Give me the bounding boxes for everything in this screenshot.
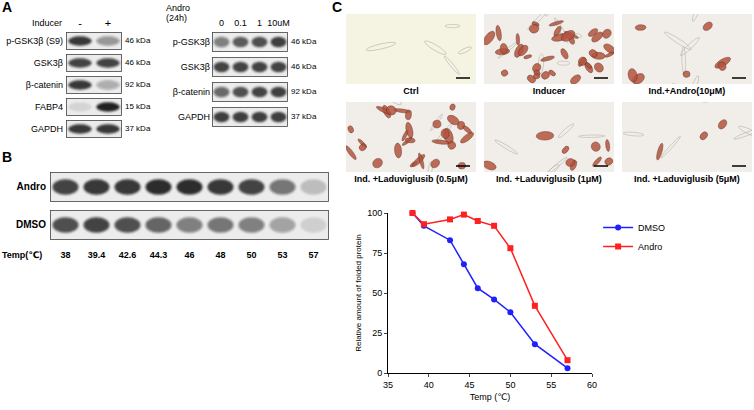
svg-text:35: 35: [383, 380, 393, 390]
html-text:46 kDa: 46 kDa: [291, 37, 317, 46]
html-text:Ind. +Laduviglusib (1μM): Ind. +Laduviglusib (1μM): [496, 174, 602, 184]
svg-text:100: 100: [367, 208, 382, 218]
html-text:Ctrl: Ctrl: [403, 86, 419, 96]
html-text:44.3: 44.3: [149, 250, 168, 260]
html-text:0.1: 0.1: [234, 18, 247, 28]
html-text:46 kDa: 46 kDa: [291, 62, 317, 71]
svg-text:25: 25: [372, 328, 382, 338]
html-text:57: 57: [308, 250, 319, 260]
html-text:DMSO: DMSO: [16, 219, 46, 230]
html-text:1: 1: [257, 18, 262, 28]
html-text:β-catenin: β-catenin: [172, 87, 210, 97]
html-text:42.6: 42.6: [118, 250, 137, 260]
svg-text:55: 55: [546, 380, 556, 390]
html-text:Ind. +Laduviglusib (0.5μM): Ind. +Laduviglusib (0.5μM): [354, 174, 468, 184]
html-text:48: 48: [215, 250, 226, 260]
svg-text:50: 50: [505, 380, 515, 390]
html-text:92 kDa: 92 kDa: [125, 80, 151, 89]
html-text:0: 0: [219, 18, 224, 28]
html-text:Inducer: Inducer: [32, 18, 62, 28]
html-text:GAPDH: GAPDH: [31, 124, 63, 134]
html-text:Andro (24h): Andro (24h): [166, 3, 190, 23]
html-text:53: 53: [277, 250, 288, 260]
html-text:50: 50: [246, 250, 257, 260]
html-text:GSK3β: GSK3β: [180, 62, 210, 72]
html-text:A: A: [2, 0, 13, 15]
svg-text:DMSO: DMSO: [638, 223, 665, 233]
html-text:GSK3β: GSK3β: [33, 58, 63, 68]
html-text:Inducer: Inducer: [532, 86, 566, 96]
html-text:Ind.+Andro(10μM): Ind.+Andro(10μM): [648, 86, 726, 96]
svg-text:0: 0: [377, 368, 382, 378]
html-text:39.4: 39.4: [87, 250, 106, 260]
html-text:37 kDa: 37 kDa: [125, 124, 151, 133]
svg-text:40: 40: [424, 380, 434, 390]
svg-text:75: 75: [372, 248, 382, 258]
html-text:Andro: Andro: [16, 181, 46, 192]
html-text:15 kDa: 15 kDa: [125, 102, 151, 111]
html-text:p-GSK3β: p-GSK3β: [172, 37, 210, 47]
html-text:B: B: [2, 149, 13, 165]
html-text:C: C: [332, 0, 343, 15]
html-text:37 kDa: 37 kDa: [291, 112, 317, 121]
html-text:GAPDH: GAPDH: [178, 112, 210, 122]
html-text:10uM: 10uM: [267, 18, 290, 28]
svg-text:45: 45: [465, 380, 475, 390]
html-text:β-catenin: β-catenin: [25, 80, 63, 90]
html-text:46 kDa: 46 kDa: [125, 36, 151, 45]
html-text:Temp(℃): Temp(℃): [2, 250, 43, 260]
html-text:92 kDa: 92 kDa: [291, 87, 317, 96]
html-text:46 kDa: 46 kDa: [125, 58, 151, 67]
svg-text:50: 50: [372, 288, 382, 298]
svg-text:60: 60: [587, 380, 597, 390]
html-text:38: 38: [60, 250, 71, 260]
html-text:Ind. +Laduviglusib (5μM): Ind. +Laduviglusib (5μM): [634, 174, 740, 184]
svg-text:Relative amount of folded prot: Relative amount of folded protein: [354, 234, 363, 351]
svg-text:Temp (℃): Temp (℃): [470, 392, 511, 402]
html-text:FABP4: FABP4: [35, 102, 63, 112]
html-text:p-GSK3β (S9): p-GSK3β (S9): [6, 36, 63, 46]
svg-text:Andro: Andro: [638, 242, 662, 252]
html-text:46: 46: [184, 250, 195, 260]
